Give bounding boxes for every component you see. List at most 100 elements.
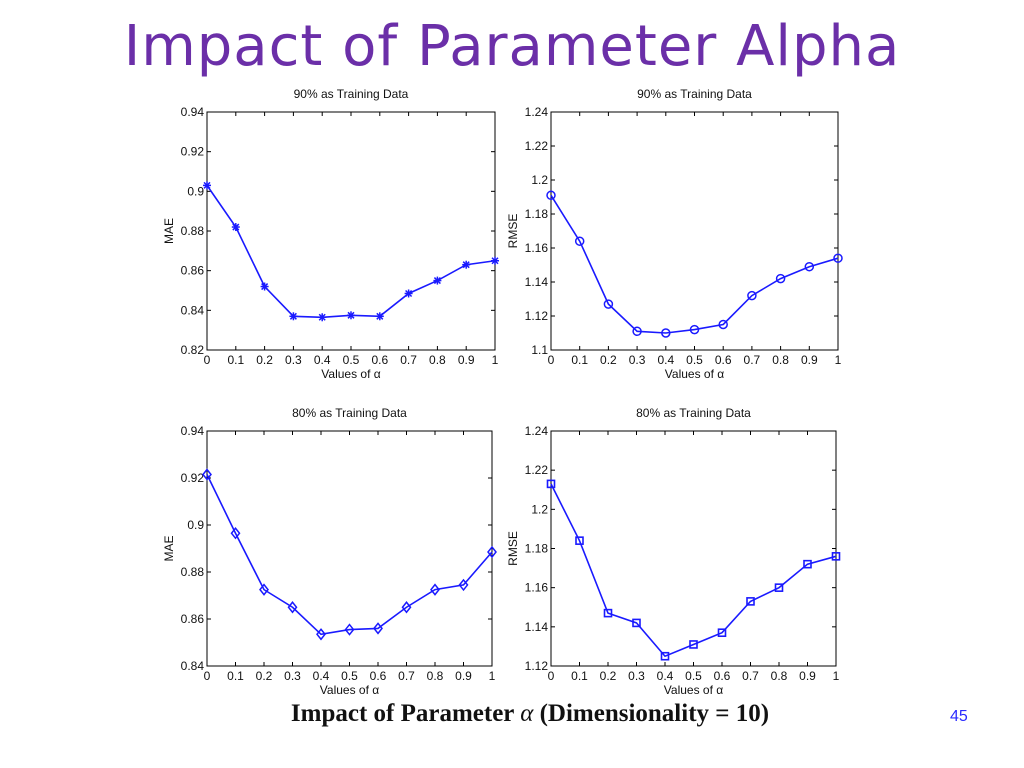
y-tick-label: 0.94 xyxy=(181,105,205,119)
data-point xyxy=(833,253,843,263)
y-tick-label: 0.9 xyxy=(187,518,204,532)
data-point xyxy=(491,256,499,265)
y-tick-label: 1.2 xyxy=(531,173,548,187)
x-axis-label: Values of α xyxy=(664,683,723,697)
x-tick-label: 0.9 xyxy=(801,353,818,367)
data-point xyxy=(316,628,326,641)
figure-caption: Impact of Parameter α (Dimensionality = … xyxy=(0,700,1024,728)
y-tick-label: 0.82 xyxy=(181,343,205,357)
x-tick-label: 0.1 xyxy=(571,353,588,367)
chart-2: 0 0.1 0.2 0.3 0.4 0.5 0.6 0.7 0.8 0.9 1 1.1 1.12 1.14… xyxy=(506,87,843,381)
x-tick-label: 0.7 xyxy=(744,353,761,367)
y-tick-label: 0.92 xyxy=(181,145,205,159)
data-point xyxy=(574,236,585,246)
data-point xyxy=(661,328,671,338)
star-stroke xyxy=(318,313,326,321)
x-tick-label: 1 xyxy=(492,353,499,367)
x-tick-label: 0.4 xyxy=(313,669,330,683)
y-tick-label: 1.16 xyxy=(525,581,549,595)
star-stroke xyxy=(491,257,499,265)
y-tick-label: 0.86 xyxy=(181,612,205,626)
star-stroke xyxy=(203,181,211,189)
data-point xyxy=(373,622,383,635)
x-axis-label: Values of α xyxy=(665,367,724,381)
y-tick-label: 1.14 xyxy=(525,620,549,634)
data-point xyxy=(689,640,698,649)
data-point xyxy=(462,260,471,269)
plot-frame xyxy=(550,430,837,667)
y-tick-label: 0.92 xyxy=(181,471,205,485)
x-tick-label: 0.2 xyxy=(256,669,273,683)
chart-4: 0 0.1 0.2 0.3 0.4 0.5 0.6 0.7 0.8 0.9 1 1.12 1.14 1.1… xyxy=(506,406,841,697)
x-tick-label: 0.7 xyxy=(398,669,415,683)
chart-1: 0 0.1 0.2 0.3 0.4 0.5 0.6 0.7 0.8 0.9 1 0.82 0.84 0.8… xyxy=(162,87,499,381)
data-point xyxy=(632,618,641,628)
x-axis-label: Values of α xyxy=(320,683,379,697)
y-tick-label: 0.84 xyxy=(181,659,205,673)
x-tick-label: 0.1 xyxy=(227,669,244,683)
x-tick-label: 0.9 xyxy=(799,669,816,683)
y-tick-label: 1.12 xyxy=(525,309,549,323)
x-tick-label: 0.8 xyxy=(429,353,446,367)
data-point xyxy=(260,282,269,291)
data-point xyxy=(202,468,212,481)
y-axis-label: RMSE xyxy=(506,214,520,249)
data-point xyxy=(660,651,670,661)
x-axis-label: Values of α xyxy=(321,367,380,381)
data-point xyxy=(775,273,786,284)
x-tick-label: 1 xyxy=(835,353,842,367)
x-tick-label: 0.5 xyxy=(341,669,358,683)
x-tick-label: 0.1 xyxy=(227,353,244,367)
y-axis-label: MAE xyxy=(162,218,176,244)
data-point xyxy=(430,583,440,596)
x-tick-label: 0 xyxy=(204,669,211,683)
x-tick-label: 0.6 xyxy=(715,353,732,367)
data-point xyxy=(458,578,469,592)
data-point xyxy=(774,583,784,592)
star-stroke xyxy=(232,223,240,231)
x-tick-label: 0.2 xyxy=(600,669,617,683)
x-tick-label: 0.8 xyxy=(772,353,789,367)
data-point xyxy=(803,559,812,569)
data-point xyxy=(259,583,269,596)
data-point xyxy=(575,536,584,545)
y-tick-label: 0.88 xyxy=(181,224,205,238)
chart-title: 80% as Training Data xyxy=(292,406,407,420)
y-tick-label: 0.94 xyxy=(181,424,205,438)
x-tick-label: 0.4 xyxy=(657,353,674,367)
data-point xyxy=(689,324,700,335)
y-tick-label: 1.14 xyxy=(525,275,549,289)
plot-frame xyxy=(206,430,493,667)
x-tick-label: 0.5 xyxy=(686,353,703,367)
data-point xyxy=(718,319,728,330)
x-tick-label: 0.2 xyxy=(600,353,617,367)
data-point xyxy=(287,601,298,614)
x-tick-label: 0.6 xyxy=(714,669,731,683)
series-line xyxy=(206,474,493,636)
x-tick-label: 1 xyxy=(833,669,840,683)
data-point xyxy=(632,326,642,337)
y-tick-label: 1.12 xyxy=(525,659,549,673)
y-tick-label: 1.18 xyxy=(525,542,549,556)
y-tick-label: 0.9 xyxy=(187,184,204,198)
x-tick-label: 1 xyxy=(489,669,496,683)
x-tick-label: 0.8 xyxy=(771,669,788,683)
x-tick-label: 0.4 xyxy=(657,669,674,683)
chart-3: 0 0.1 0.2 0.3 0.4 0.5 0.6 0.7 0.8 0.9 1 0.84 0.86 0.8… xyxy=(162,406,497,697)
data-point xyxy=(344,623,355,636)
x-tick-label: 0.7 xyxy=(400,353,417,367)
x-tick-label: 0.7 xyxy=(742,669,759,683)
star-stroke xyxy=(405,289,413,298)
plot-frame xyxy=(550,111,839,351)
y-axis-label: RMSE xyxy=(506,531,520,566)
star-stroke xyxy=(347,311,355,319)
data-point xyxy=(603,608,613,618)
data-point xyxy=(433,276,442,285)
data-point xyxy=(289,312,298,321)
data-point xyxy=(401,601,412,614)
chart-title: 90% as Training Data xyxy=(637,87,752,101)
data-point xyxy=(546,479,556,489)
data-point xyxy=(231,223,240,232)
x-tick-label: 0.3 xyxy=(285,353,302,367)
